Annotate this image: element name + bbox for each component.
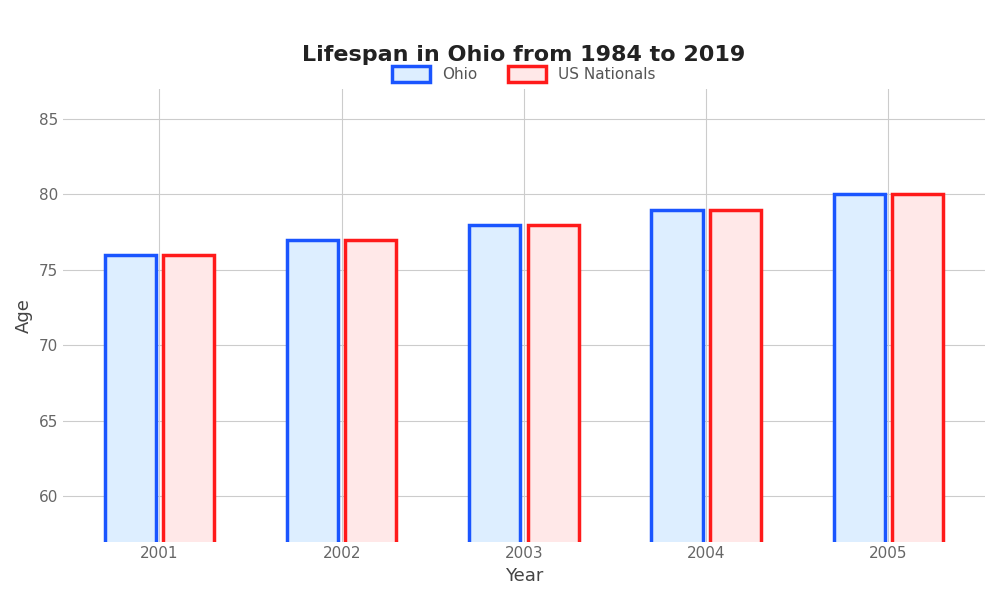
Bar: [105, 255, 156, 600]
Legend: Ohio, US Nationals: Ohio, US Nationals: [386, 60, 662, 88]
Bar: [528, 224, 579, 600]
Y-axis label: Age: Age: [15, 298, 33, 332]
Bar: [345, 240, 396, 600]
Title: Lifespan in Ohio from 1984 to 2019: Lifespan in Ohio from 1984 to 2019: [302, 45, 746, 65]
Bar: [651, 209, 703, 600]
Bar: [469, 224, 520, 600]
Bar: [710, 209, 761, 600]
Bar: [287, 240, 338, 600]
Bar: [163, 255, 214, 600]
X-axis label: Year: Year: [505, 567, 543, 585]
Bar: [892, 194, 943, 600]
Bar: [834, 194, 885, 600]
